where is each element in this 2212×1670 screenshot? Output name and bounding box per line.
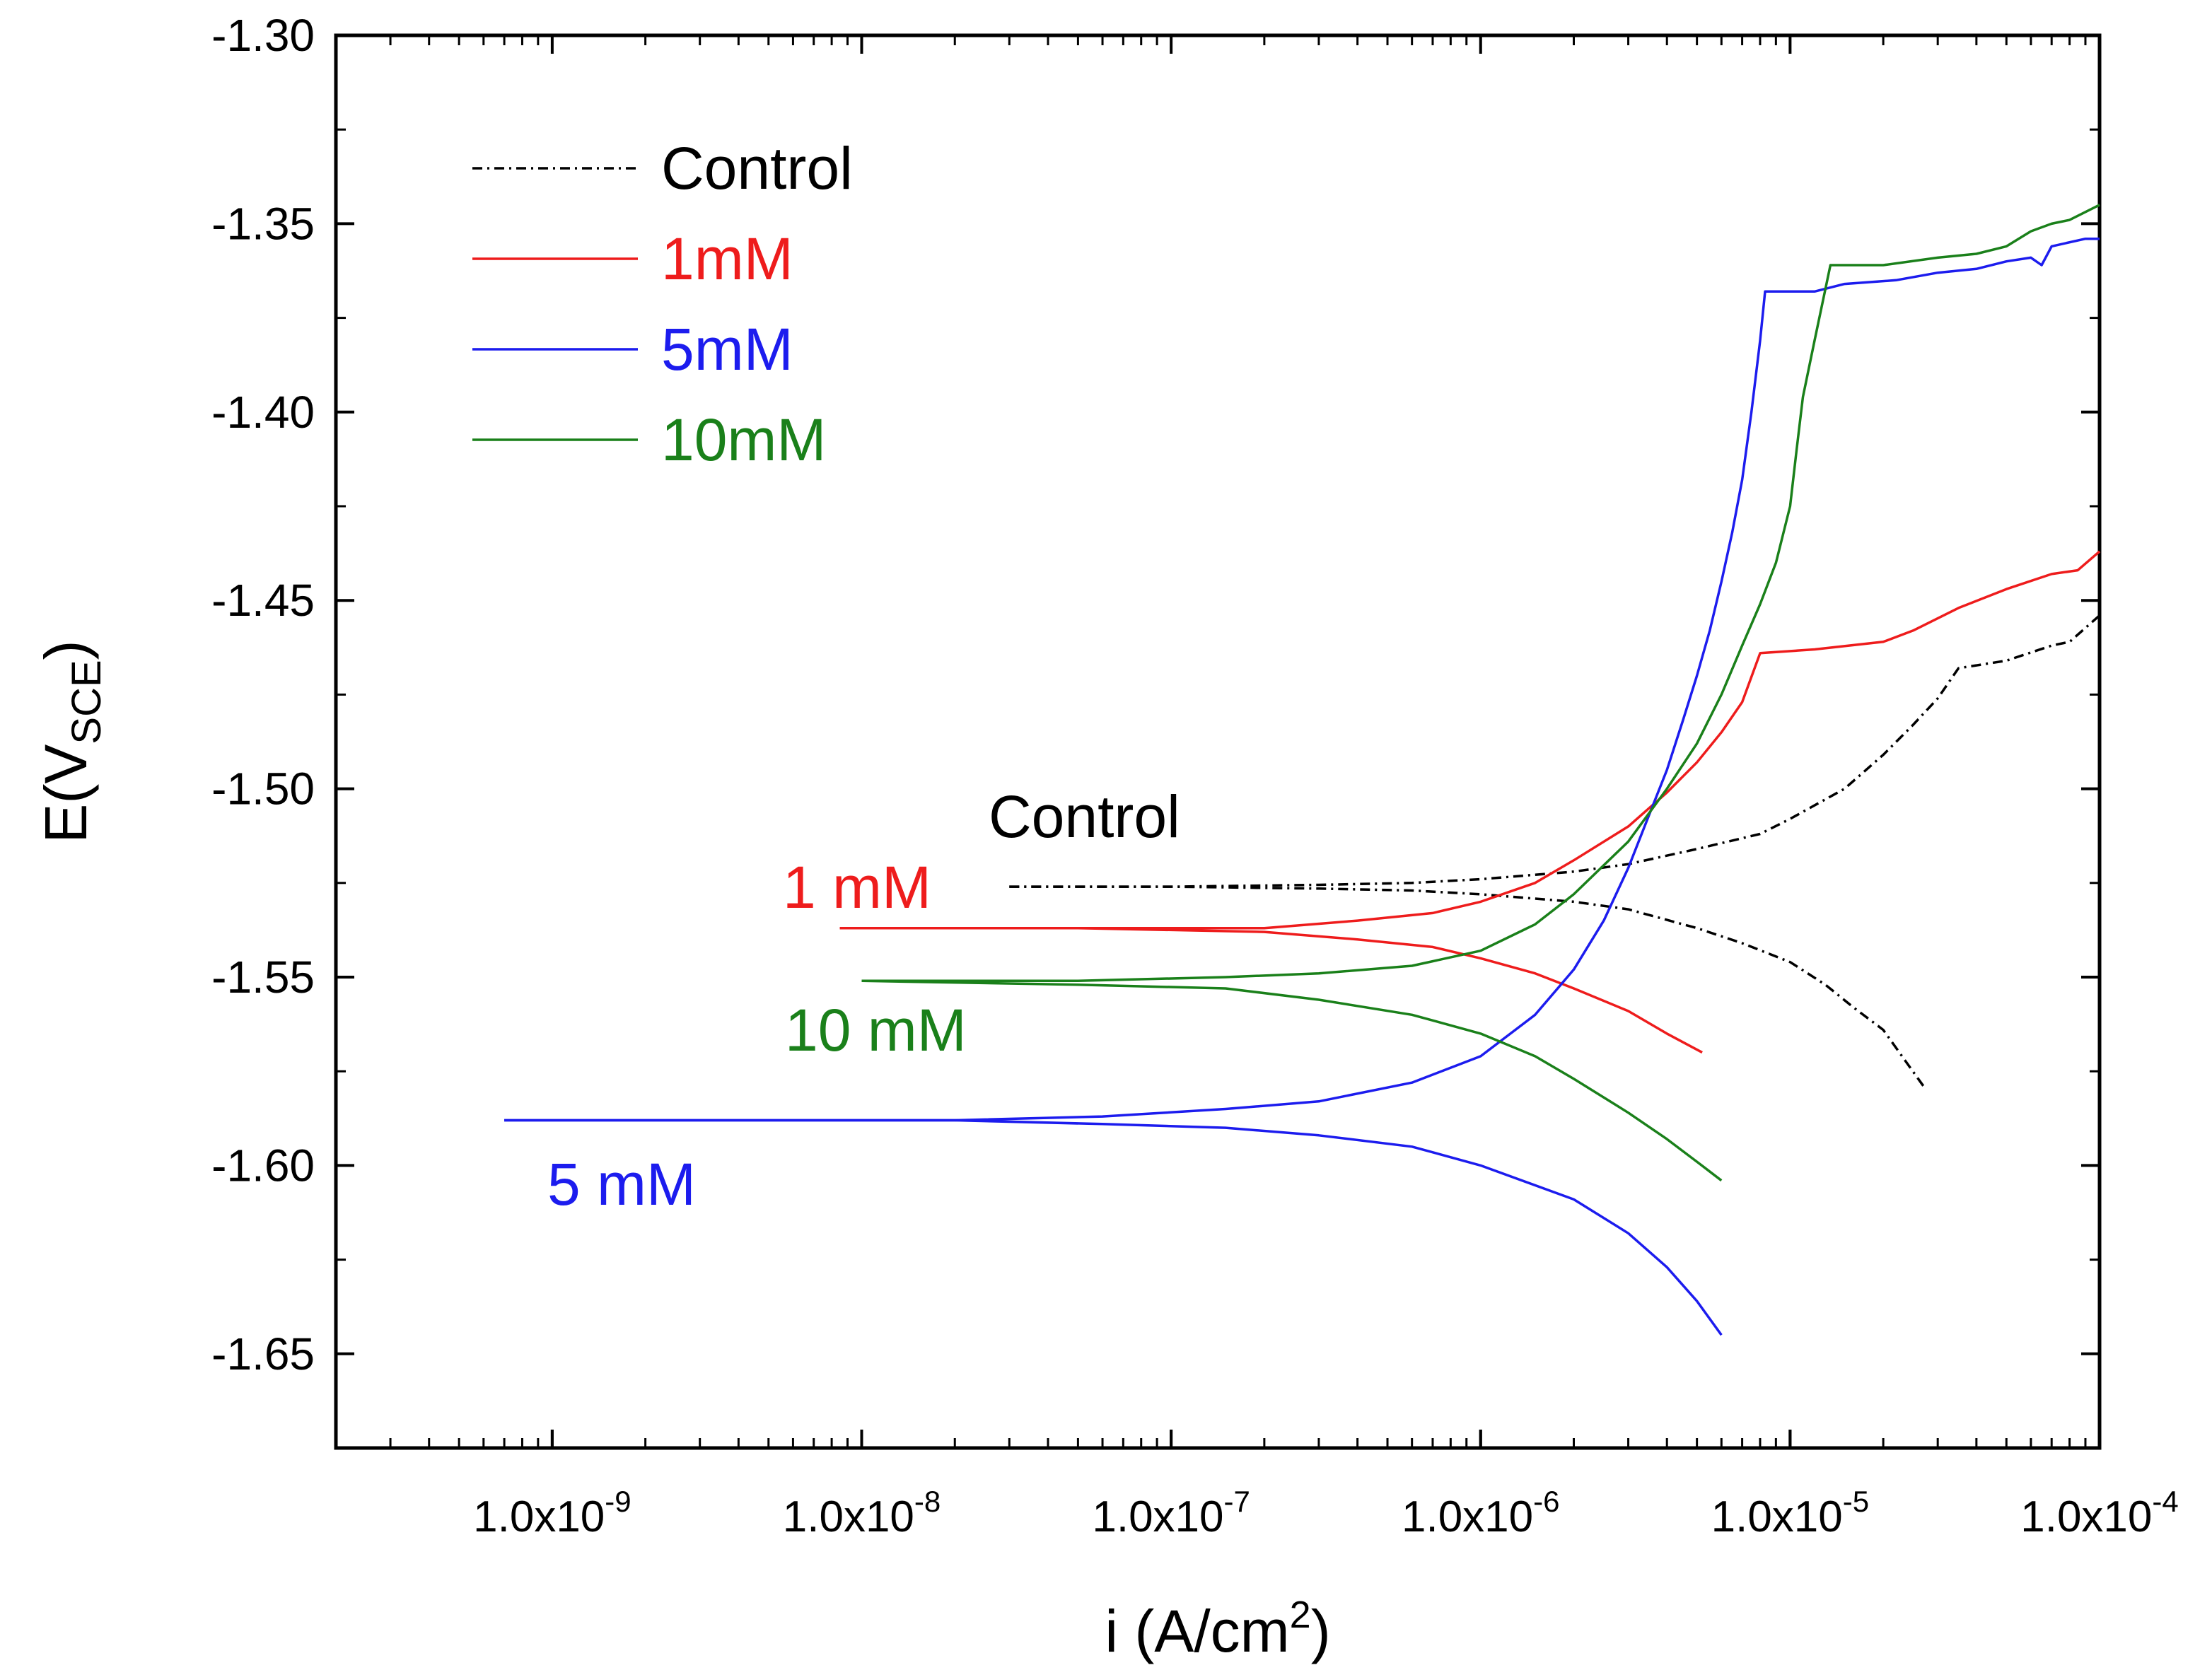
annotation-control: Control	[989, 783, 1180, 850]
x-tick-label: 1.0x10-4	[2020, 1485, 2179, 1541]
series-5mm-cathodic-line	[504, 1119, 1723, 1336]
legend: Control 1mM 5mM 10mM	[472, 135, 853, 473]
series-1mm-cathodic-line	[839, 926, 1703, 1054]
y-tick-label: -1.45	[211, 575, 315, 626]
x-tick-label: 1.0x10-6	[1402, 1485, 1560, 1541]
x-tick-label: 1.0x10-7	[1092, 1485, 1250, 1541]
plot-frame	[334, 33, 2102, 1450]
y-tick-label: -1.30	[211, 10, 315, 61]
x-tick-label: 1.0x10-8	[783, 1485, 941, 1541]
series-control-cathodic-line	[1009, 885, 1925, 1087]
series-10mm-anodic-line	[861, 204, 2100, 983]
x-tick-label: 1.0x10-9	[473, 1485, 631, 1541]
series-5mm-anodic-line	[504, 237, 2100, 1122]
x-axis-ticks: 1.0x10-9 1.0x10-8 1.0x10-7 1.0x10-6 1.0x10-5…	[334, 35, 2179, 1541]
y-tick-label: -1.50	[211, 764, 315, 814]
y-tick-label: -1.55	[211, 952, 315, 1003]
y-axis-title: E(VSCE)	[33, 640, 110, 843]
series-1mm-anodic-line	[839, 550, 2101, 930]
series-10mm-cathodic-line	[861, 979, 1723, 1182]
y-tick-label: -1.40	[211, 387, 315, 438]
series-layer	[504, 204, 2101, 1336]
legend-label-1mm: 1mM	[661, 226, 793, 292]
legend-label-control: Control	[661, 135, 853, 202]
legend-label-10mm: 10mM	[661, 407, 826, 473]
y-axis-title-subscript: SCE	[64, 660, 110, 744]
y-tick-label: -1.60	[211, 1140, 315, 1191]
curve-annotations: Control 1 mM 5 mM 10 mM	[547, 783, 1180, 1218]
annotation-5mm: 5 mM	[547, 1151, 696, 1218]
legend-label-5mm: 5mM	[661, 316, 793, 383]
y-tick-label: -1.65	[211, 1329, 315, 1379]
x-tick-label: 1.0x10-5	[1711, 1485, 1870, 1541]
x-axis-title-superscript: 2	[1290, 1594, 1311, 1636]
y-tick-label: -1.35	[211, 198, 315, 249]
series-control-anodic-line	[1009, 614, 2101, 888]
y-axis-ticks: -1.30 -1.35 -1.40 -1.45 -1.50 -1.55 -1.60 -1.65	[211, 10, 2100, 1449]
annotation-10mm: 10 mM	[785, 997, 967, 1063]
x-axis-title: i (A/cm2)	[1105, 1594, 1330, 1664]
annotation-1mm: 1 mM	[783, 854, 931, 921]
